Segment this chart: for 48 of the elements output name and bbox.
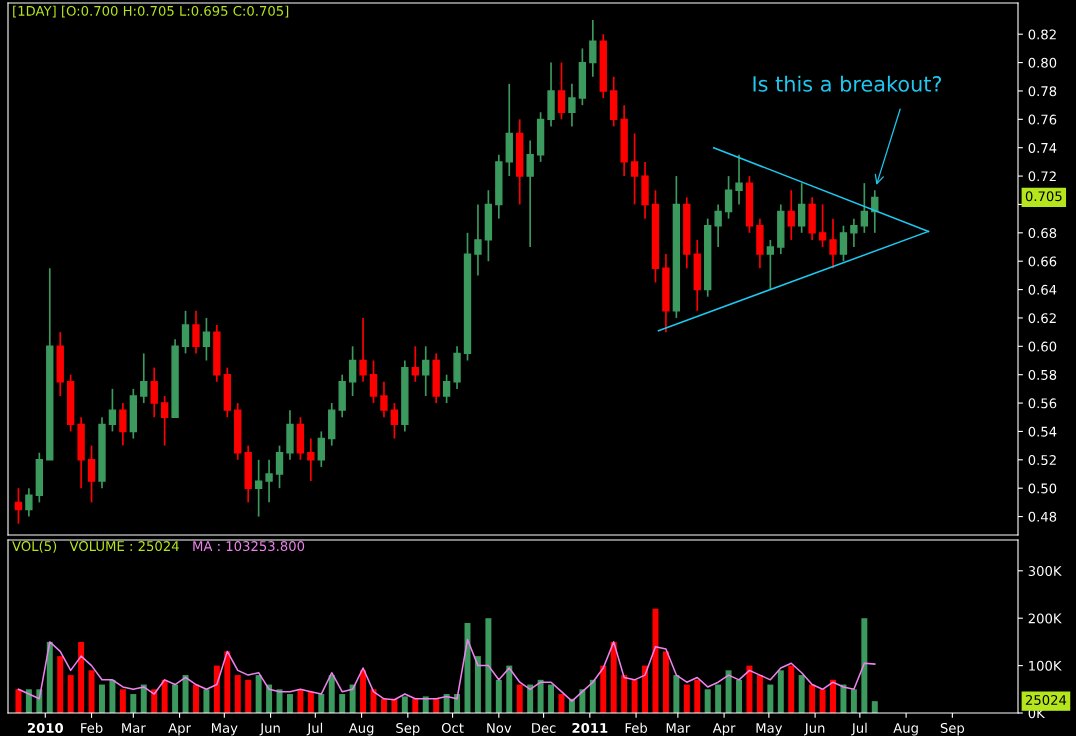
x-tick-label: Aug [893, 723, 918, 736]
y-tick-label: 300K [1028, 566, 1062, 577]
y-tick-label: 0.78 [1028, 86, 1057, 97]
x-tick-label: Sep [396, 722, 420, 736]
annotation: MA : 103253.800 [193, 541, 305, 552]
text: 0.705 [1025, 191, 1062, 202]
x-tick-label: Sep [940, 722, 965, 736]
x-tick-label: Aug [348, 723, 374, 736]
chart-title: [1DAY] [O:0.700 H:0.705 L:0.695 C:0.705] [13, 5, 289, 18]
x-tick-label: Feb [625, 722, 648, 733]
y-tick-label: 0.72 [1028, 171, 1056, 182]
x-tick-label: Apr [712, 723, 736, 736]
y-tick-label: 0.76 [1028, 114, 1057, 125]
y-tick-label: 0.80 [1028, 57, 1057, 68]
chart-title: VOL(5) [12, 540, 57, 553]
annotation: VOLUME : 25024 [69, 541, 179, 552]
x-tick-label: Feb [81, 722, 103, 733]
x-tick-label: Mar [666, 723, 691, 733]
x-tick-label: Apr [168, 723, 191, 736]
y-tick-label: 200K [1028, 613, 1062, 624]
y-tick-label: 0.64 [1028, 284, 1057, 295]
y-tick-label: 0.50 [1028, 483, 1057, 494]
y-tick-label: 0.58 [1028, 369, 1057, 380]
y-tick-label: 0.56 [1028, 398, 1057, 409]
y-tick-label: 0.74 [1028, 142, 1057, 153]
x-tick-label: Jul [851, 722, 867, 736]
y-tick-label: 0.54 [1028, 426, 1057, 437]
x-tick-label: Mar [122, 723, 146, 733]
x-tick-label: Nov [487, 723, 512, 733]
x-tick-label: Oct [441, 722, 464, 733]
x-tick-label: Jun [259, 723, 280, 736]
annotation: Is this a breakout? [753, 75, 942, 92]
y-tick-label: 0.68 [1028, 228, 1057, 239]
y-tick-label: 0.66 [1028, 256, 1057, 267]
y-tick-label: 0.52 [1028, 455, 1056, 466]
x-tick-label: 2010 [27, 722, 64, 733]
x-tick-label: Jun [804, 723, 825, 736]
y-tick-label: 0.60 [1028, 341, 1057, 352]
x-tick-label: Jul [306, 722, 323, 736]
x-tick-label: May [211, 723, 238, 736]
x-tick-label: 2011 [572, 722, 608, 733]
y-tick-label: 0.62 [1028, 313, 1056, 324]
y-tick-label: 100K [1029, 660, 1062, 671]
x-tick-label: Dec [532, 723, 556, 733]
y-tick-label: 0.48 [1028, 511, 1057, 522]
x-tick-label: May [756, 723, 783, 736]
y-tick-label: 0.82 [1028, 29, 1056, 40]
text: 25024 [1025, 694, 1067, 705]
